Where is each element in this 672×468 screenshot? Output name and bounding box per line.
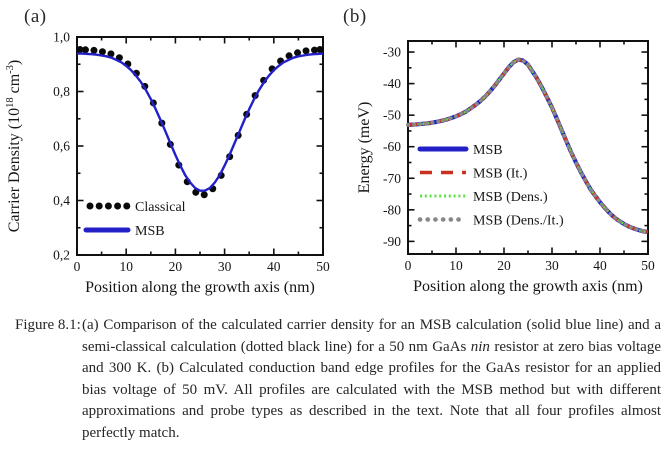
x-tick-label: 10 [449,258,463,273]
series-msb-dens-it- [406,57,650,234]
data-point [98,48,106,56]
series-msb [407,57,649,234]
legend-entry-label: MSB (Dens.) [473,190,548,205]
caption-text: resistor at zero bias voltage and 300 K.… [82,338,661,441]
y-tick-label: -80 [383,202,401,217]
y-tick-label: -60 [383,139,401,154]
data-point [316,46,324,54]
axis-ticks [76,36,324,256]
y-axis-label: Carrier Density (1018 cm-3) [5,60,23,233]
legend-swatch-dots [123,202,131,210]
series-classical [76,46,324,199]
legend-swatch-dots [86,202,94,210]
caption-body: (a) Comparison of the calculated carrier… [82,315,661,445]
y-tick-label: -50 [383,108,401,123]
x-tick-label: 30 [545,258,559,273]
legend-swatch-dots [104,202,112,210]
x-axis-label: Position along the growth axis (nm) [413,278,643,295]
data-point [200,191,208,199]
data-point [107,50,115,58]
legend-entry-label: MSB (It.) [473,166,528,181]
y-axis-label: Energy (meV) [356,102,373,194]
x-tick-label: 40 [267,259,281,274]
legend-swatch-dots [114,202,122,210]
data-point [81,46,89,54]
carrier-density-chart: 0 10 20 30 40 50 0,2 0,4 0,6 0,8 1,0 Position along… [5,30,330,297]
series-msb-it- [407,57,649,234]
y-tick-label: 0,4 [53,193,70,208]
x-tick-label: 0 [405,258,412,273]
panel-a-label: (a) [24,6,47,27]
data-point [311,46,319,54]
y-tick-label: 0,2 [53,248,70,263]
x-tick-label: 50 [641,258,655,273]
data-point [76,46,84,54]
y-tick-label: -40 [383,76,401,91]
legend-entry-label: Classical [135,200,186,215]
figure-caption: Figure 8.1: (a) Comparison of the calcul… [0,315,672,445]
data-point [294,49,302,57]
panel-b-label: (b) [343,6,367,27]
plot-frame [76,36,324,256]
y-tick-label: 0,8 [53,84,70,99]
y-tick-label: -70 [383,171,401,186]
band-edge-chart: 0 10 20 30 40 50 -90 -80 -70 -60 -50 -40 -30 Position… [356,40,655,295]
tick-labels: 0 10 20 30 40 50 -90 -80 -70 -60 -50 -40 -30 [383,45,655,273]
legend: Classical MSB [83,200,186,239]
legend-entry-label: MSB [135,224,165,239]
y-tick-label: 0,6 [53,139,70,154]
caption-text: (a) Comparison of the calculated carrier… [82,317,661,355]
data-point [302,47,310,55]
data-point [285,52,293,60]
legend: MSB MSB (It.) MSB (Dens.) MSB (Dens./It.) [417,143,564,228]
legend-entry-label: MSB (Dens./It.) [473,213,564,228]
x-tick-label: 20 [497,258,511,273]
y-tick-label: -30 [383,45,401,60]
data-point [90,46,98,54]
legend-entry-label: MSB [473,143,503,158]
caption-italic-term: nin [470,338,490,355]
x-tick-label: 10 [119,259,133,274]
x-tick-label: 20 [169,259,183,274]
y-tick-label: 1,0 [53,30,70,45]
caption-label: Figure 8.1: [15,317,81,333]
x-tick-label: 40 [593,258,607,273]
x-axis-label: Position along the growth axis (nm) [85,279,315,296]
x-tick-label: 50 [316,259,330,274]
legend-swatch-dots [95,202,103,210]
x-tick-label: 0 [74,259,81,274]
series-msb-dens- [407,58,649,234]
axis-ticks [407,41,649,254]
series-msb [77,52,324,192]
y-tick-label: -90 [383,234,401,249]
tick-labels: 0 10 20 30 40 50 0,2 0,4 0,6 0,8 1,0 [53,30,330,275]
x-tick-label: 30 [218,259,232,274]
